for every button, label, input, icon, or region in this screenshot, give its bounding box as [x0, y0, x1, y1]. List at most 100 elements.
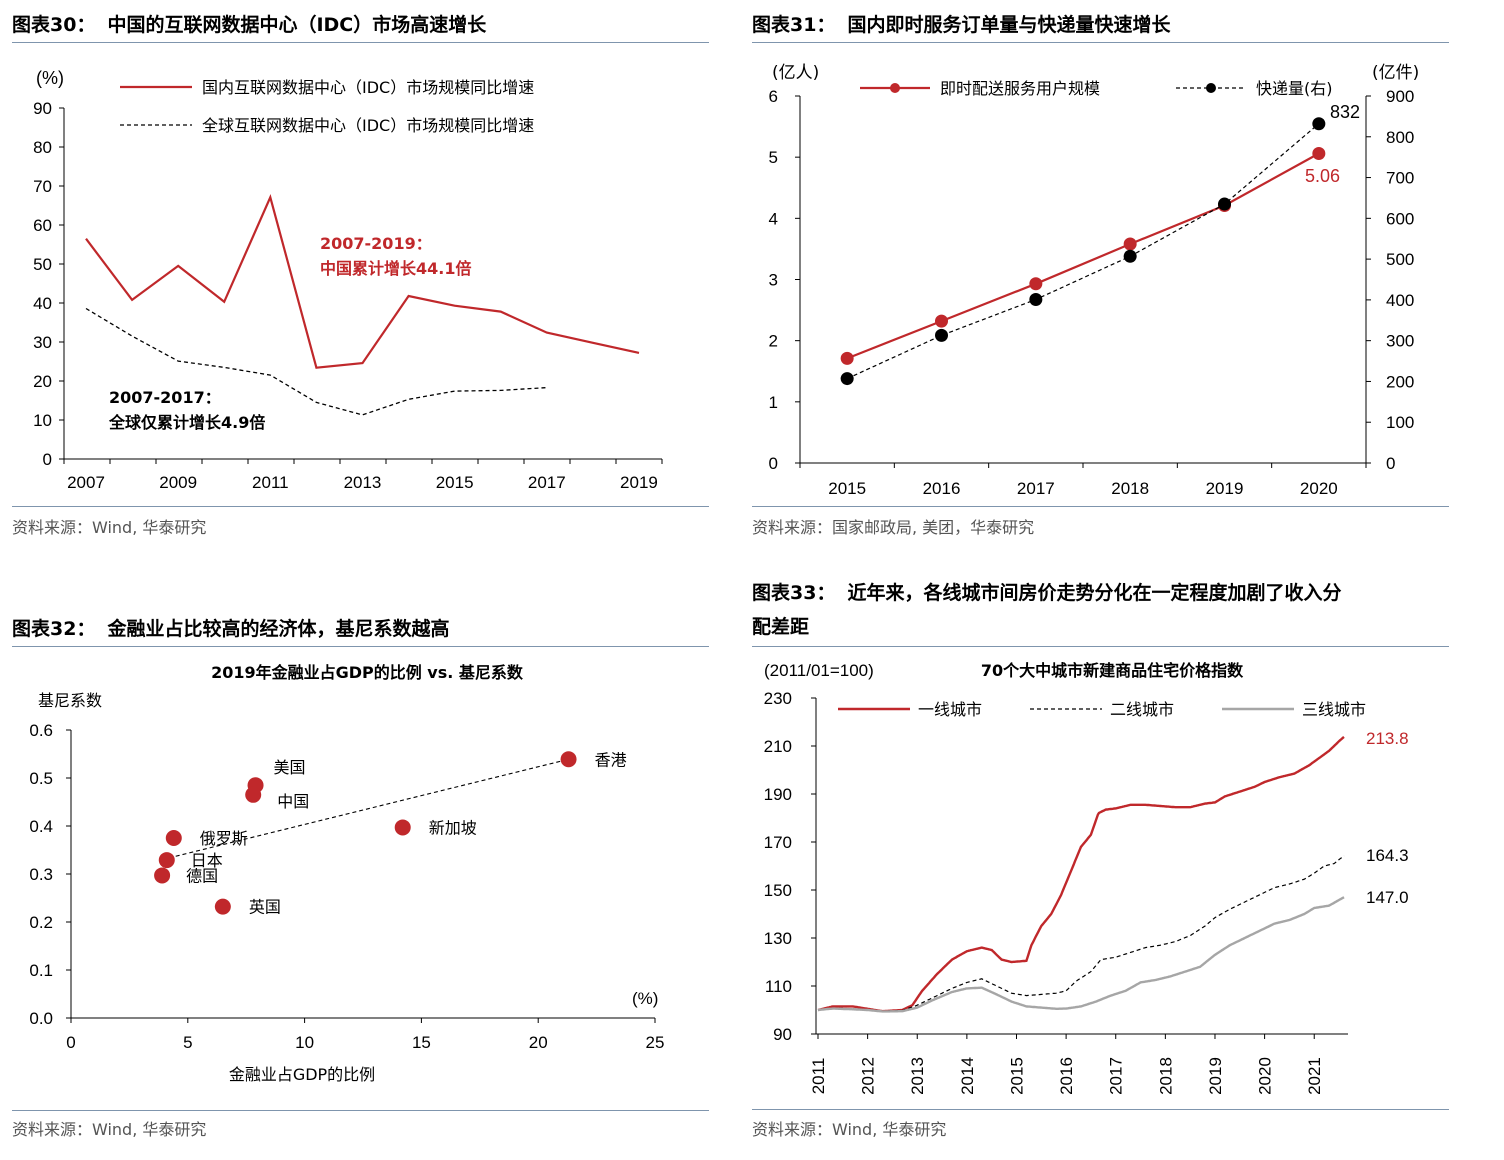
- x-tick-label: 2015: [1007, 1057, 1026, 1095]
- y-unit-left: (亿人): [772, 63, 819, 83]
- chart-subtitle: 70个大中城市新建商品住宅价格指数: [981, 661, 1244, 680]
- y-tick-label: 30: [33, 333, 52, 352]
- x-tick-label: 20: [529, 1033, 548, 1052]
- legend-label: 三线城市: [1302, 700, 1366, 719]
- y-tick-label: 60: [33, 216, 52, 235]
- scatter-point: [245, 786, 262, 803]
- point-label: 俄罗斯: [200, 829, 248, 848]
- y-tick-label: 230: [764, 689, 792, 708]
- data-point: [1312, 146, 1326, 160]
- x-tick-label: 2015: [828, 479, 866, 498]
- source-note: 资料来源：Wind, 华泰研究: [752, 1120, 947, 1139]
- panel-delivery-growth: 图表31： 国内即时服务订单量与快递量快速增长 (亿人) (亿件) 0 1 2 3 4 5 6…: [752, 10, 1452, 550]
- end-label-tier3: 147.0: [1366, 888, 1409, 907]
- annotation-global: 2007-2017：: [109, 388, 221, 407]
- data-point: [1029, 292, 1043, 306]
- chart-title: 近年来，各线城市间房价走势分化在一定程度加剧了收入分: [847, 582, 1342, 604]
- end-label-right: 832: [1330, 102, 1360, 122]
- x-tick-label: 5: [183, 1033, 192, 1052]
- y-tick-label: 80: [33, 138, 52, 157]
- x-tick-label: 15: [412, 1033, 431, 1052]
- y-tick-label: 0.6: [29, 721, 53, 740]
- scatter-point: [154, 867, 171, 884]
- source-rule: [12, 1110, 709, 1111]
- series-line-parcel-volume: [846, 123, 1320, 380]
- x-axis-label: 金融业占GDP的比例: [229, 1065, 375, 1084]
- y-tick-label: 0: [43, 450, 52, 469]
- x-tick-label: 2012: [859, 1057, 878, 1095]
- x-tick-label: 2020: [1300, 479, 1338, 498]
- legend-label: 即时配送服务用户规模: [940, 79, 1100, 98]
- x-tick-label: 2015: [436, 473, 474, 492]
- y-tick-label-right: 900: [1386, 87, 1414, 106]
- chart-title: 金融业占比较高的经济体，基尼系数越高: [107, 618, 450, 640]
- x-tick-label: 2007: [67, 473, 105, 492]
- chart-heading: 图表30： 中国的互联网数据中心（IDC）市场高速增长: [12, 10, 486, 40]
- x-tick-label: 2021: [1305, 1057, 1324, 1095]
- y-tick-label: 50: [33, 255, 52, 274]
- data-point: [1312, 117, 1326, 131]
- x-tick-label: 2011: [809, 1058, 828, 1095]
- x-tick-label: 2017: [528, 473, 566, 492]
- panel-housing-price: 图表33： 近年来，各线城市间房价走势分化在一定程度加剧了收入分 配差距 (201…: [752, 578, 1452, 1150]
- end-label-tier1: 213.8: [1366, 729, 1409, 748]
- point-label: 英国: [249, 898, 281, 917]
- source-note: 资料来源：Wind, 华泰研究: [12, 1120, 207, 1139]
- chart-title-continued: 配差距: [752, 616, 810, 638]
- y-tick-label-left: 5: [769, 148, 778, 167]
- panel-idc-growth: 图表30： 中国的互联网数据中心（IDC）市场高速增长 (%) 0 10 20 30 40…: [12, 10, 712, 550]
- scatter-point: [560, 751, 577, 768]
- point-label: 新加坡: [429, 818, 477, 837]
- chart-title: 国内即时服务订单量与快递量快速增长: [847, 14, 1171, 36]
- data-point: [1123, 237, 1137, 251]
- y-tick-label-right: 800: [1386, 128, 1414, 147]
- y-tick-label-right: 200: [1386, 372, 1414, 391]
- series-line-tier1: [817, 735, 1345, 1013]
- x-tick-label: 2017: [1017, 479, 1055, 498]
- y-tick-label-left: 3: [769, 271, 778, 290]
- y-tick-label: 110: [765, 977, 792, 996]
- legend-label: 快递量(右): [1256, 79, 1333, 98]
- y-tick-label-right: 500: [1386, 250, 1414, 269]
- y-tick-label-left: 2: [769, 332, 778, 351]
- y-tick-label: 10: [33, 411, 52, 430]
- legend-label: 国内互联网数据中心（IDC）市场规模同比增速: [202, 78, 534, 97]
- y-tick-label-right: 100: [1386, 413, 1414, 432]
- annotation-china-detail: 中国累计增长44.1倍: [320, 259, 471, 278]
- series-line-instant-delivery: [846, 152, 1320, 360]
- y-tick-label: 130: [764, 929, 792, 948]
- y-tick-label-left: 0: [769, 454, 778, 473]
- y-tick-label-right: 400: [1386, 291, 1414, 310]
- y-unit: (%): [36, 68, 64, 88]
- x-tick-label: 2019: [620, 473, 658, 492]
- y-tick-label: 20: [33, 372, 52, 391]
- y-tick-label: 0.1: [29, 961, 53, 980]
- y-tick-label-right: 300: [1386, 332, 1414, 351]
- y-tick-label-right: 0: [1386, 454, 1395, 473]
- data-point: [1218, 197, 1231, 211]
- x-tick-label: 0: [66, 1033, 75, 1052]
- y-axis-label: 基尼系数: [38, 691, 102, 710]
- y-tick-label: 0.4: [29, 817, 53, 836]
- figure-number: 图表33：: [752, 582, 836, 604]
- y-tick-label: 210: [764, 737, 792, 756]
- legend-marker: [890, 83, 900, 93]
- series-line-global: [85, 307, 547, 416]
- scatter-point: [214, 898, 231, 915]
- source-note: 资料来源：Wind, 华泰研究: [12, 518, 207, 537]
- x-tick-label: 2018: [1111, 479, 1149, 498]
- title-rule: [752, 42, 1449, 43]
- chart-housing-price: (2011/01=100) 70个大中城市新建商品住宅价格指数 90 110 130…: [764, 661, 1409, 1095]
- x-unit: (%): [632, 989, 658, 1008]
- x-tick-label: 2016: [1057, 1057, 1076, 1095]
- y-tick-label: 0.5: [29, 769, 53, 788]
- x-tick-label: 2017: [1107, 1057, 1126, 1095]
- point-label: 香港: [595, 750, 627, 769]
- title-rule: [12, 42, 709, 43]
- data-point: [1029, 277, 1043, 291]
- y-tick-label: 0.0: [29, 1009, 53, 1028]
- y-tick-label: 70: [33, 177, 52, 196]
- source-rule: [12, 506, 709, 507]
- x-tick-label: 2014: [958, 1057, 977, 1095]
